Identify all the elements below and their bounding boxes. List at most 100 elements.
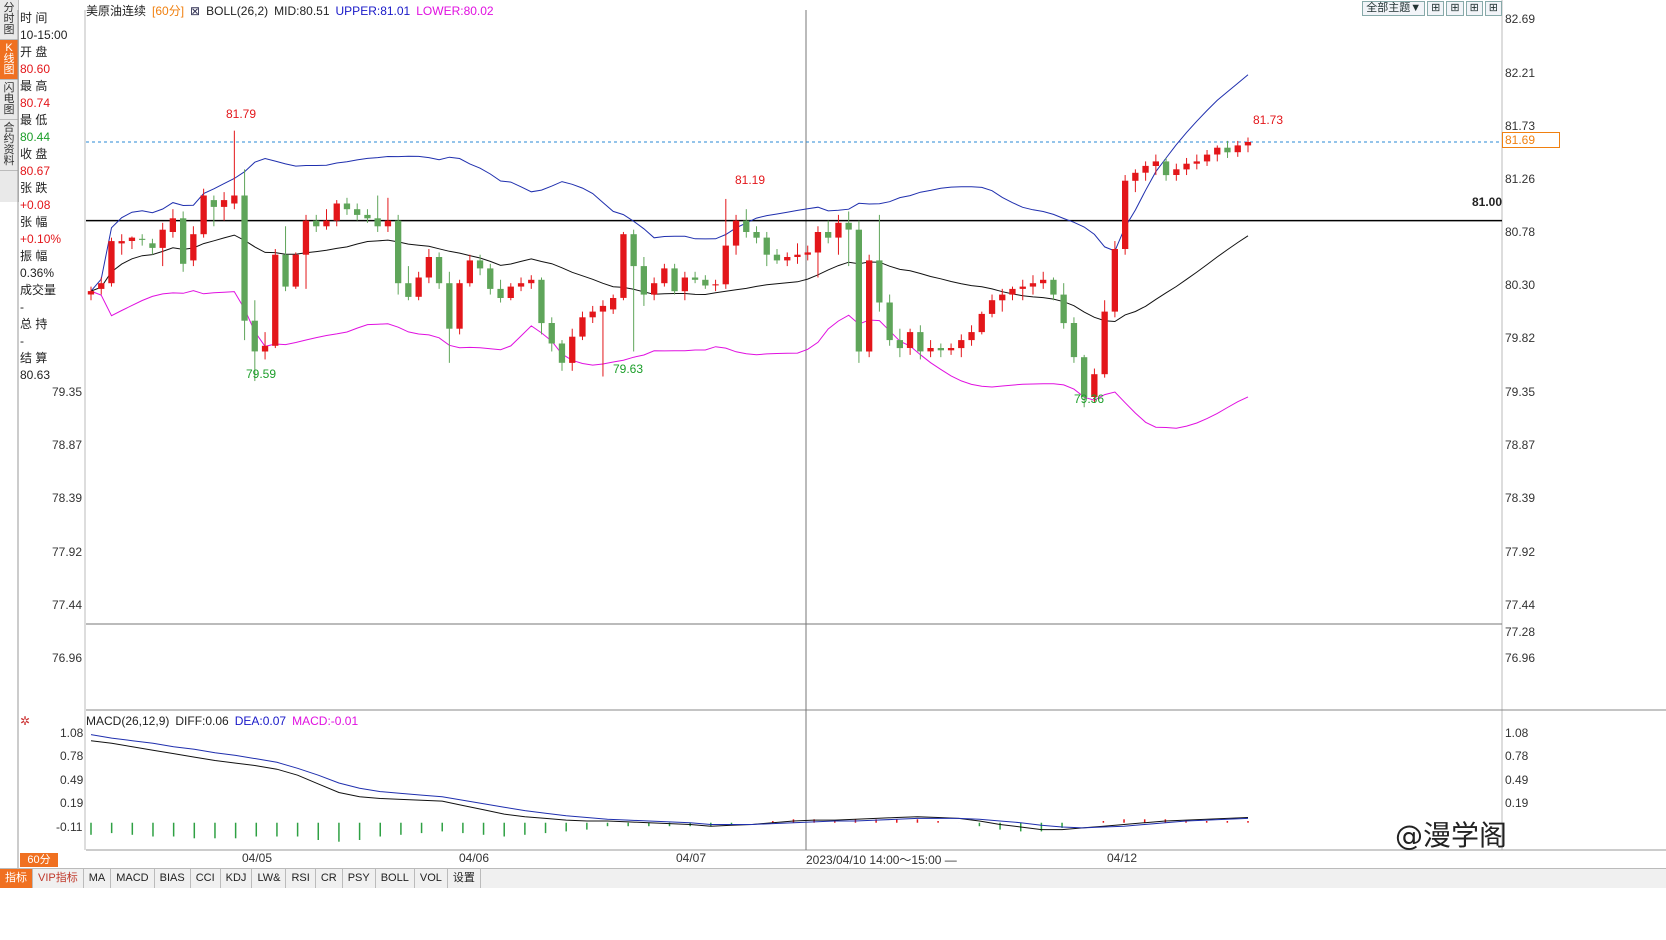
candle-body — [579, 317, 586, 337]
cursor-time-label: 2023/04/10 14:00～15:00 — — [806, 853, 957, 867]
info-label-close: 收 盘 — [20, 147, 48, 161]
candle-body — [395, 220, 402, 284]
info-value-settle: 80.63 — [20, 368, 51, 382]
candle-body — [374, 218, 381, 227]
tab-macd[interactable]: MACD — [111, 869, 155, 888]
candle-body — [425, 257, 432, 278]
candle-body — [261, 345, 269, 352]
candle-body — [231, 195, 238, 204]
price-tick: 77.44 — [1505, 598, 1536, 612]
tab-lw[interactable]: LW& — [252, 869, 287, 888]
candle-body — [1214, 147, 1221, 155]
candle-body — [302, 220, 310, 255]
tab-vip-indicator[interactable]: VIP指标 — [33, 869, 84, 888]
annot-low: 79.59 — [246, 367, 277, 381]
candle-body — [282, 254, 289, 287]
candle-body — [538, 279, 545, 324]
info-value-volume: - — [20, 300, 24, 314]
candle-body — [466, 260, 473, 284]
grid-icon[interactable]: ⊞ — [1465, 1, 1483, 16]
period-selector[interactable]: 60分 — [20, 853, 58, 867]
macd-value: MACD:-0.01 — [292, 714, 359, 728]
candle-body — [988, 300, 996, 314]
candle-body — [691, 277, 699, 280]
info-label-amplitude: 振 幅 — [20, 249, 48, 263]
indicator-tabbar: 指标 VIP指标 MA MACD BIAS CCI KDJ LW& RSI CR… — [0, 868, 1666, 888]
macd-diff-line — [90, 740, 1249, 831]
boll-mid: MID:80.51 — [274, 4, 330, 18]
tab-kline[interactable]: K线图 — [0, 40, 18, 80]
info-label-change: 张 跌 — [20, 181, 48, 195]
grid-icon[interactable]: ⊞ — [1427, 1, 1445, 16]
tab-cci[interactable]: CCI — [191, 869, 221, 888]
candle-body — [702, 279, 709, 286]
info-value-high: 80.74 — [20, 96, 51, 110]
candle-body — [845, 222, 852, 230]
candle-body — [190, 234, 197, 261]
candle-body — [958, 340, 965, 349]
watermark: @漫学阁 — [1395, 819, 1508, 852]
indicator-name: BOLL(26,2) — [206, 4, 269, 18]
info-label-change-pct: 张 幅 — [20, 215, 48, 229]
price-tick: 82.69 — [1505, 12, 1536, 26]
tab-cr[interactable]: CR — [316, 869, 343, 888]
info-value-open: 80.60 — [20, 62, 51, 76]
candle-body — [241, 195, 248, 321]
macd-diff: DIFF:0.06 — [175, 714, 229, 728]
tab-settings[interactable]: 设置 — [448, 869, 481, 888]
annot-high: 81.73 — [1253, 113, 1284, 127]
info-value-close: 80.67 — [20, 164, 51, 178]
tab-flash[interactable]: 闪电图 — [0, 80, 18, 120]
settings-gear-icon[interactable]: ✲ — [20, 714, 31, 728]
macd-header: MACD(26,12,9) DIFF:0.06 DEA:0.07 MACD:-0.01 — [86, 714, 364, 728]
tab-contract-info[interactable]: 合约资料 — [0, 120, 18, 171]
candle-body — [333, 203, 340, 221]
macd-tick: 1.08 — [60, 726, 84, 740]
info-value-low: 80.44 — [20, 130, 51, 144]
info-value-change: +0.08 — [20, 198, 51, 212]
candle-body — [1142, 165, 1149, 173]
boll-lower: LOWER:80.02 — [416, 4, 494, 18]
candle-body — [415, 277, 422, 297]
candle-body — [681, 277, 688, 292]
tab-kdj[interactable]: KDJ — [221, 869, 253, 888]
price-tick: 78.39 — [1505, 491, 1536, 505]
tab-indicator[interactable]: 指标 — [0, 869, 33, 888]
period-tag: [60分] — [152, 4, 185, 18]
candle-body — [98, 283, 105, 289]
tab-bias[interactable]: BIAS — [155, 869, 191, 888]
kline-chart[interactable] — [0, 0, 1666, 868]
macd-tick: 0.49 — [60, 773, 84, 787]
candle-body — [487, 268, 494, 289]
info-value-change-pct: +0.10% — [20, 232, 62, 246]
grid-icon[interactable]: ⊞ — [1446, 1, 1464, 16]
info-label-time: 时 间 — [20, 11, 48, 25]
candle-body — [517, 283, 525, 287]
macd-tick: 0.19 — [1505, 796, 1529, 810]
info-value-amplitude: 0.36% — [20, 266, 55, 280]
macd-dea: DEA:0.07 — [234, 714, 287, 728]
tab-vol[interactable]: VOL — [415, 869, 448, 888]
candle-body — [784, 257, 791, 261]
boll-lower-line — [90, 290, 1249, 429]
candle-body — [364, 214, 371, 219]
grid-icon[interactable]: ⊞ — [1484, 1, 1502, 16]
candle-body — [763, 237, 770, 255]
tab-boll[interactable]: BOLL — [376, 869, 415, 888]
price-tick: 76.96 — [1505, 651, 1536, 665]
candle-body — [599, 305, 607, 312]
price-tick: 80.30 — [1505, 278, 1536, 292]
candle-body — [1019, 286, 1026, 289]
candle-body — [343, 203, 351, 210]
candle-body — [1111, 249, 1118, 312]
tab-timeshare[interactable]: 分时图 — [0, 0, 18, 40]
theme-dropdown[interactable]: 全部主题▼ — [1362, 1, 1426, 16]
macd-tick: 0.78 — [60, 749, 84, 763]
tab-ma[interactable]: MA — [84, 869, 112, 888]
tab-rsi[interactable]: RSI — [286, 869, 316, 888]
candle-body — [712, 284, 719, 286]
candle-body — [405, 283, 412, 297]
tab-psy[interactable]: PSY — [343, 869, 376, 888]
price-tick: 78.87 — [1505, 438, 1536, 452]
candle-body — [1234, 145, 1241, 153]
